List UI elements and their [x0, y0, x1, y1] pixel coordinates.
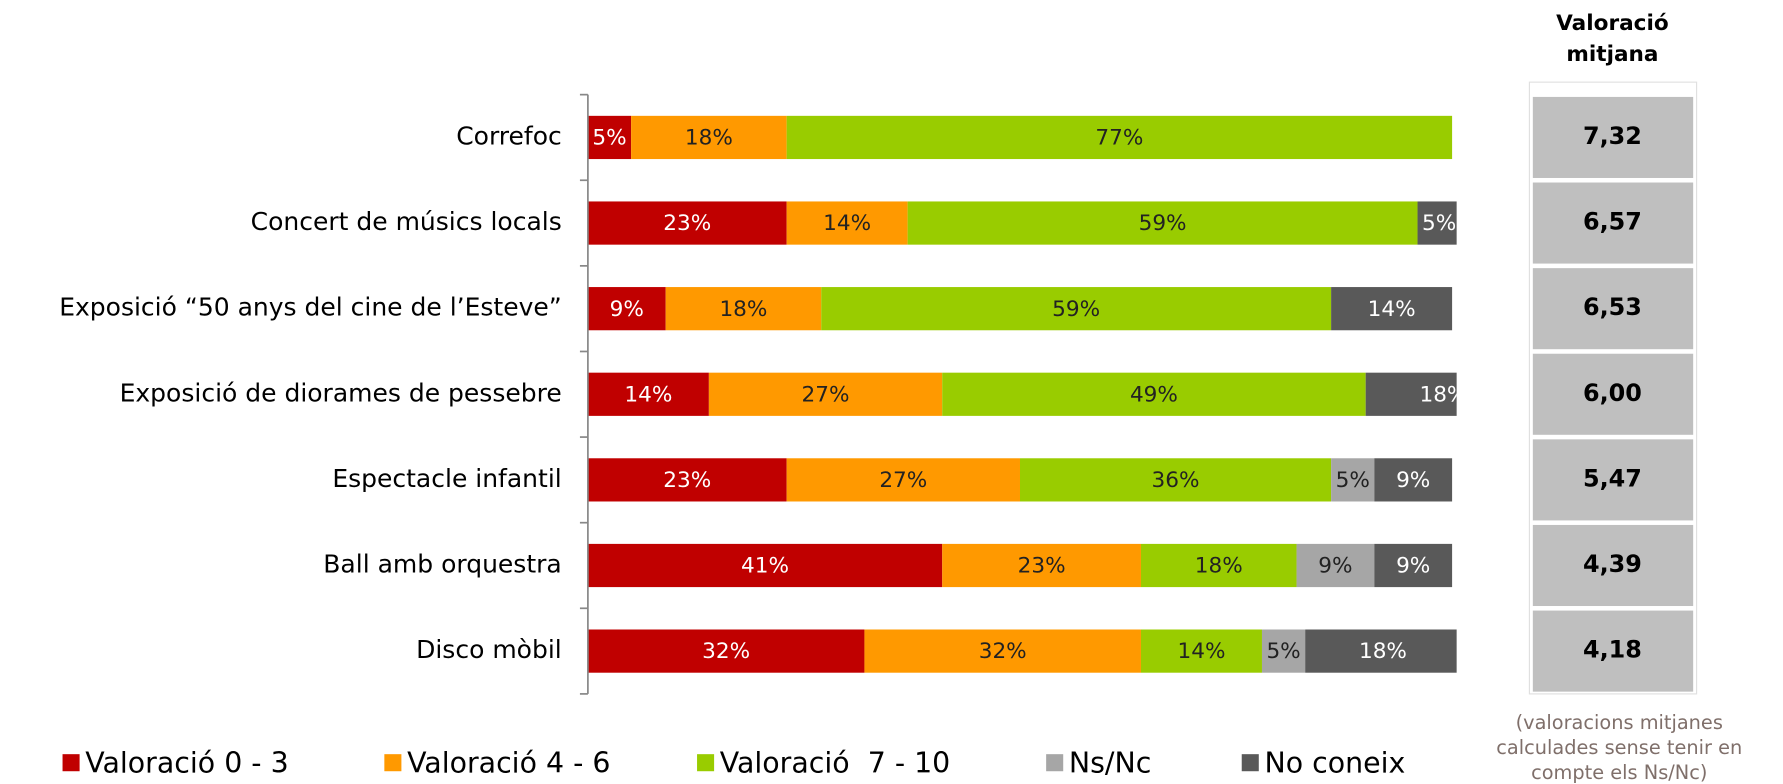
data-label: 18% [719, 297, 767, 322]
y-tick-label: Exposició “50 anys del cine de l’Esteve” [59, 293, 562, 322]
data-label: 23% [663, 211, 711, 236]
bar-segment [1296, 543, 1375, 588]
data-label: 59% [1052, 297, 1100, 322]
bar-segment [1019, 458, 1332, 502]
bar-segment [1374, 458, 1453, 502]
data-label: 23% [1018, 554, 1066, 579]
data-label: 18% [685, 126, 733, 151]
bar-segment [587, 287, 666, 331]
table-cell [1532, 353, 1694, 435]
table-cell [1532, 268, 1694, 350]
bar-segment [587, 543, 943, 588]
data-label: 36% [1152, 468, 1200, 493]
plot-area: 5% 18% 77% 23% 14% 59% 5% 9% 18% 59% 14% 14% 27% 49% 1… [587, 115, 1467, 673]
bar-segment [665, 287, 822, 331]
data-label: 41% [741, 554, 789, 579]
average-value: 7,32 [1583, 122, 1642, 150]
data-label: 32% [702, 639, 750, 664]
table-title: mitjana [1566, 42, 1658, 67]
bar-segment [942, 543, 1141, 588]
data-label: 49% [1130, 382, 1178, 407]
average-value: 6,53 [1583, 293, 1642, 321]
bar-segment [587, 458, 787, 502]
bar-segment [1305, 629, 1457, 673]
average-value: 4,18 [1583, 636, 1642, 664]
y-tick-label: Ball amb orquestra [323, 549, 561, 578]
bar-segment [907, 201, 1418, 245]
bar-segment [864, 629, 1141, 673]
bar-segment [942, 372, 1366, 416]
data-label: 5% [1336, 468, 1370, 493]
data-label: 23% [663, 468, 711, 493]
table-cell [1532, 524, 1694, 607]
data-label: 14% [823, 211, 871, 236]
data-label: 9% [1318, 554, 1352, 579]
data-label: 18% [1195, 554, 1243, 579]
data-label: 77% [1095, 126, 1143, 151]
bar-segment [1140, 629, 1262, 673]
bar-segment [587, 115, 632, 160]
data-label: 14% [1368, 297, 1416, 322]
data-label: 5% [1422, 211, 1456, 236]
data-label: 9% [1396, 554, 1430, 579]
data-label: 59% [1139, 211, 1187, 236]
bar-segment [786, 458, 1020, 502]
bar-segment [1365, 372, 1457, 416]
data-label: 9% [1396, 468, 1430, 493]
data-label: 9% [610, 297, 644, 322]
data-label: 18% [1419, 382, 1467, 407]
table-cell [1532, 96, 1694, 178]
y-tick-label: Disco mòbil [416, 635, 562, 664]
bar-segment [587, 629, 865, 673]
data-label: 5% [1266, 639, 1300, 664]
y-tick-label: Correfoc [456, 121, 562, 150]
average-value: 6,00 [1583, 379, 1642, 407]
y-tick-label: Exposició de diorames de pessebre [120, 378, 562, 407]
table-cell [1532, 610, 1694, 692]
legend-label: Valoració 7 - 10 [720, 746, 950, 779]
legend-label: No coneix [1264, 746, 1405, 779]
table-cell [1532, 182, 1694, 264]
data-label: 32% [979, 639, 1027, 664]
bar-segment [587, 372, 709, 416]
legend-label: Valoració 4 - 6 [407, 746, 610, 779]
data-label: 18% [1359, 639, 1407, 664]
legend-label: Valoració 0 - 3 [85, 746, 288, 779]
legend-swatch [1046, 754, 1064, 772]
legend-swatch [697, 754, 715, 772]
legend-label: Ns/Nc [1069, 746, 1152, 779]
bar-segment [786, 115, 1453, 160]
data-label: 14% [1177, 639, 1225, 664]
data-label: 14% [624, 382, 672, 407]
bar-segment [1374, 543, 1453, 588]
y-tick-label: Concert de músics locals [251, 207, 562, 236]
note: (valoracions mitjanes [1516, 711, 1723, 734]
note: calculades sense tenir en [1496, 736, 1742, 759]
bar-segment [708, 372, 943, 416]
bar-segment [821, 287, 1332, 331]
data-label: 27% [879, 468, 927, 493]
y-tick-label: Espectacle infantil [332, 464, 561, 493]
average-value: 4,39 [1583, 550, 1642, 578]
bar-segment [786, 201, 908, 245]
table-title: Valoració [1556, 11, 1669, 36]
bar-segment [1331, 287, 1453, 331]
bar-segment [631, 115, 787, 160]
average-value: 6,57 [1583, 208, 1642, 236]
bar-segment [1417, 201, 1457, 245]
data-label: 27% [802, 382, 850, 407]
bar-segment [1140, 543, 1297, 588]
average-value: 5,47 [1583, 464, 1642, 492]
legend-swatch [62, 754, 80, 772]
bar-segment [587, 201, 787, 245]
data-label: 5% [592, 126, 626, 151]
bar-segment [1331, 458, 1375, 502]
legend-swatch [1241, 754, 1259, 772]
bar-segment [1261, 629, 1306, 673]
note: compte els Ns/Nc) [1531, 761, 1707, 784]
table-cell [1532, 439, 1694, 521]
legend-swatch [384, 754, 402, 772]
